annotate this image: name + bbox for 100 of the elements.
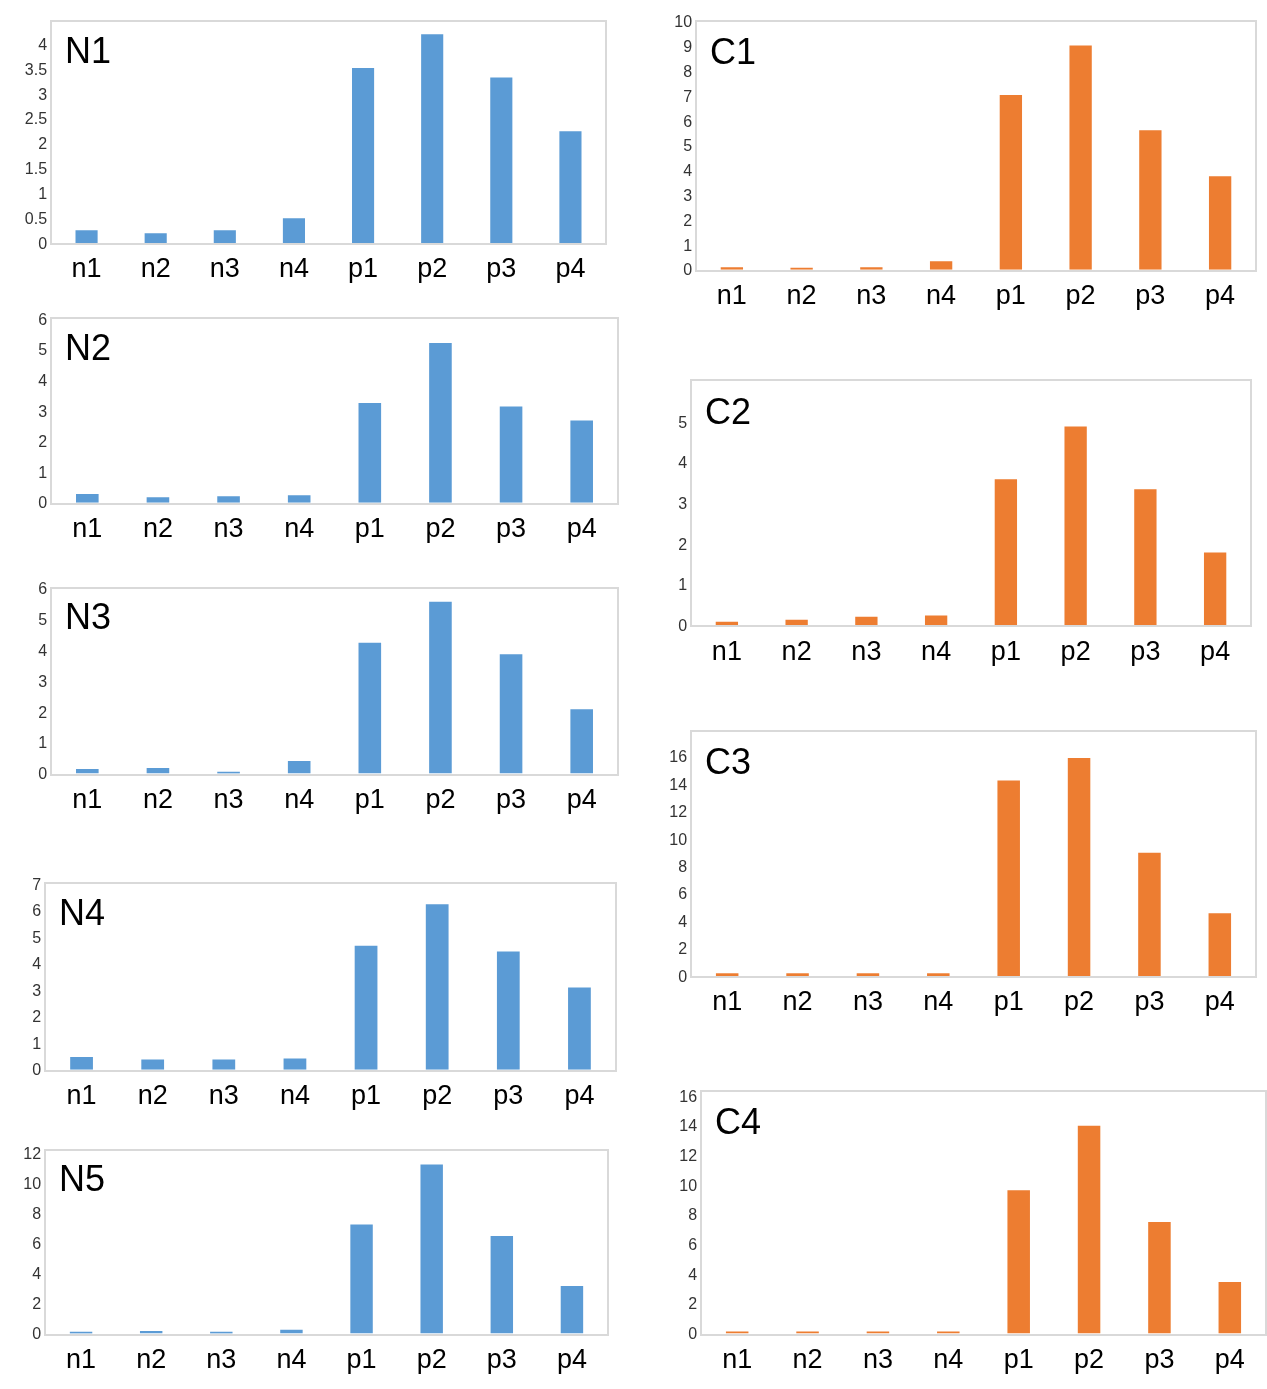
y-tick-label: 0: [688, 1325, 698, 1343]
x-tick-label: n3: [213, 513, 244, 544]
x-tick-label: n1: [712, 986, 743, 1017]
x-tick-label: n3: [851, 635, 882, 666]
bar: [1139, 130, 1162, 270]
x-tick-label: n3: [206, 1343, 237, 1374]
x-tick-label: n4: [923, 986, 954, 1017]
bar: [213, 230, 236, 244]
y-tick-label: 1: [678, 576, 688, 594]
y-tick-label: 9: [683, 38, 693, 56]
y-tick-label: 8: [683, 63, 693, 81]
x-tick-label: p3: [486, 253, 517, 284]
y-tick-label: 3: [38, 672, 48, 690]
x-tick-label: p4: [1204, 986, 1235, 1017]
bar: [358, 642, 382, 774]
y-tick-label: 6: [688, 1236, 698, 1254]
bar: [1208, 176, 1232, 270]
y-tick-label: 4: [38, 641, 48, 659]
chart-title: C1: [710, 31, 757, 72]
y-tick-label: 5: [32, 928, 42, 946]
x-tick-label: p2: [1065, 279, 1096, 310]
x-tick-label: n1: [72, 513, 103, 544]
x-tick-label: p3: [486, 1343, 517, 1374]
y-tick-label: 5: [38, 611, 48, 629]
x-tick-label: n1: [711, 635, 742, 666]
y-tick-label: 3.5: [24, 60, 48, 78]
y-tick-label: 6: [38, 580, 48, 598]
bar: [490, 77, 513, 244]
x-tick-label: p1: [348, 253, 379, 284]
x-tick-label: n2: [140, 253, 171, 284]
y-tick-label: 2: [38, 703, 48, 721]
y-tick-label: 3: [32, 981, 42, 999]
y-tick-label: 6: [683, 112, 693, 130]
y-tick-label: 0: [678, 616, 688, 634]
bar: [1067, 758, 1091, 977]
x-tick-label: n3: [208, 1079, 239, 1110]
bar: [429, 601, 452, 774]
y-tick-label: 0.5: [24, 209, 48, 227]
bar: [76, 493, 99, 503]
x-tick-label: n4: [933, 1343, 964, 1374]
y-tick-label: 0: [38, 494, 48, 512]
y-tick-label: 10: [23, 1175, 42, 1193]
x-tick-label: n1: [71, 253, 102, 284]
y-tick-label: 12: [669, 803, 688, 821]
y-tick-label: 4: [678, 912, 688, 930]
y-tick-label: 3: [678, 494, 688, 512]
x-tick-label: p1: [993, 986, 1024, 1017]
y-tick-label: 2: [32, 1295, 42, 1313]
y-tick-label: 6: [678, 885, 688, 903]
y-tick-label: 3: [683, 186, 693, 204]
y-tick-label: 3: [38, 85, 48, 103]
y-tick-label: 8: [678, 857, 688, 875]
x-tick-label: p1: [990, 635, 1021, 666]
x-tick-label: n2: [142, 513, 173, 544]
x-tick-label: p1: [354, 513, 385, 544]
x-tick-label: p2: [422, 1079, 453, 1110]
bar: [212, 1059, 236, 1070]
y-tick-label: 12: [679, 1147, 698, 1165]
y-tick-label: 4: [32, 1265, 42, 1283]
x-tick-label: n3: [862, 1343, 893, 1374]
bar: [499, 406, 523, 503]
y-tick-label: 12: [23, 1145, 42, 1163]
y-tick-label: 2: [688, 1295, 698, 1313]
x-tick-label: n4: [278, 253, 309, 284]
bar: [141, 1059, 165, 1070]
x-tick-label: p1: [1003, 1343, 1034, 1374]
x-tick-label: p4: [556, 1343, 587, 1374]
x-tick-label: n4: [926, 279, 957, 310]
y-tick-label: 0: [678, 967, 688, 985]
y-tick-label: 2: [38, 433, 48, 451]
bar: [1203, 552, 1227, 626]
y-tick-label: 7: [32, 875, 42, 893]
y-tick-label: 4: [688, 1265, 698, 1283]
x-tick-label: p1: [354, 783, 385, 814]
x-tick-label: p4: [555, 253, 586, 284]
y-tick-label: 16: [679, 1087, 698, 1105]
bar: [560, 1286, 584, 1334]
bar: [354, 945, 378, 1070]
y-tick-label: 1: [38, 734, 48, 752]
bar: [1134, 489, 1157, 626]
x-tick-label: n2: [781, 635, 812, 666]
chart-title: C2: [705, 391, 752, 432]
y-tick-label: 2: [678, 535, 688, 553]
x-tick-label: p1: [995, 279, 1026, 310]
y-tick-label: 14: [679, 1117, 698, 1135]
y-tick-label: 0: [683, 261, 693, 279]
y-tick-label: 10: [674, 13, 693, 31]
y-tick-label: 16: [669, 748, 688, 766]
y-tick-label: 1: [683, 236, 693, 254]
bar: [570, 709, 593, 774]
bar: [999, 94, 1023, 270]
x-tick-label: n1: [722, 1343, 753, 1374]
y-tick-label: 1.5: [24, 160, 48, 178]
x-tick-label: p4: [566, 513, 597, 544]
y-tick-label: 2.5: [24, 110, 48, 128]
y-tick-label: 6: [32, 902, 42, 920]
bar: [786, 973, 809, 977]
bar: [217, 496, 240, 503]
x-tick-label: p2: [416, 1343, 447, 1374]
bar: [352, 68, 375, 244]
